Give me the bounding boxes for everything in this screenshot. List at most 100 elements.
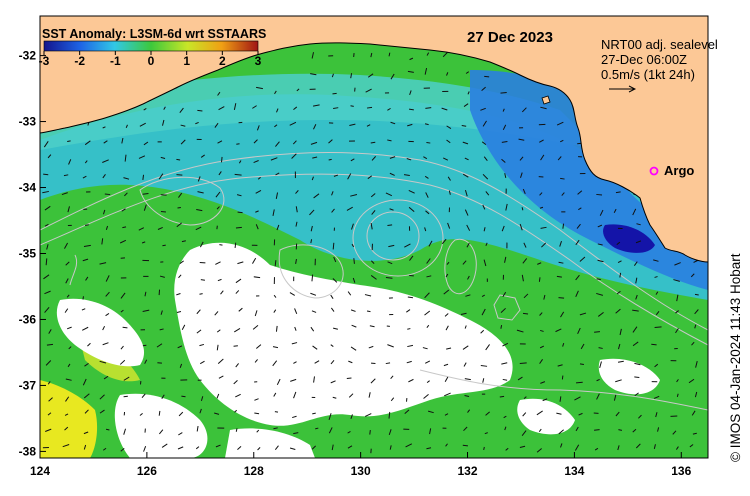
current-vector xyxy=(574,444,580,451)
current-vector xyxy=(350,158,355,162)
current-vector xyxy=(446,72,449,76)
current-vector xyxy=(501,158,506,163)
current-vector xyxy=(310,292,317,296)
current-vector xyxy=(481,308,486,316)
current-vector xyxy=(594,447,599,451)
current-vector xyxy=(485,191,490,196)
current-vector xyxy=(82,378,87,386)
current-vector xyxy=(538,428,542,432)
current-vector xyxy=(484,432,488,435)
current-vector xyxy=(273,294,277,298)
current-vector xyxy=(594,429,600,431)
current-vector xyxy=(537,262,542,265)
eddy-contour xyxy=(352,199,444,277)
current-vector xyxy=(45,428,52,432)
current-vector xyxy=(444,392,451,397)
current-vector xyxy=(254,398,259,401)
current-vector xyxy=(370,378,376,384)
current-vector xyxy=(119,359,126,365)
current-vector xyxy=(311,176,314,181)
current-vector xyxy=(310,73,317,76)
current-vector xyxy=(218,375,224,379)
contour-line xyxy=(40,152,708,331)
current-vector xyxy=(504,173,507,178)
current-vector xyxy=(216,206,220,210)
current-vector xyxy=(235,290,240,294)
current-vector xyxy=(365,88,372,93)
current-vector xyxy=(66,326,72,330)
current-vector xyxy=(181,324,186,330)
current-vector xyxy=(424,310,431,316)
current-vector xyxy=(196,425,199,432)
colorbar-ramp xyxy=(43,40,259,52)
current-vector xyxy=(481,141,487,146)
current-vector xyxy=(105,428,110,431)
current-vector xyxy=(333,327,338,330)
current-vector xyxy=(328,427,333,434)
current-vector xyxy=(332,396,337,399)
current-vector xyxy=(120,345,124,350)
current-vector xyxy=(346,206,353,211)
current-vector xyxy=(289,447,296,450)
current-vector xyxy=(501,225,505,232)
current-vector xyxy=(613,208,617,214)
current-vector xyxy=(462,141,469,145)
current-vector xyxy=(598,347,603,349)
sea-level-contours xyxy=(40,152,708,411)
current-vector xyxy=(67,363,71,368)
current-vector xyxy=(406,360,412,364)
current-vector xyxy=(295,190,299,194)
current-vector xyxy=(407,70,414,73)
current-vector xyxy=(272,209,275,216)
current-vector xyxy=(158,173,164,180)
current-vector xyxy=(138,155,146,159)
current-vector xyxy=(87,342,91,347)
current-vector xyxy=(502,342,509,347)
current-vector xyxy=(480,329,485,334)
current-vector xyxy=(389,445,392,450)
current-vector xyxy=(519,362,527,364)
current-vector xyxy=(216,344,219,351)
current-vector xyxy=(657,427,660,432)
current-vector xyxy=(333,107,339,109)
current-vector xyxy=(179,363,183,368)
current-vector xyxy=(464,189,468,197)
current-vector xyxy=(121,208,126,212)
current-vector xyxy=(124,154,127,162)
current-vector xyxy=(617,343,621,350)
current-vector xyxy=(539,139,544,143)
lon-tick-label: 136 xyxy=(671,464,691,478)
current-vector xyxy=(199,241,204,248)
current-vector xyxy=(161,443,168,448)
current-vector xyxy=(481,86,486,91)
current-vector xyxy=(388,429,392,436)
current-vector xyxy=(158,410,161,416)
current-vector xyxy=(199,293,203,295)
current-vector xyxy=(311,445,317,450)
current-vector xyxy=(562,342,565,347)
current-vector xyxy=(539,192,543,196)
current-vector xyxy=(692,432,697,435)
current-vector xyxy=(483,259,487,267)
current-vector xyxy=(445,325,449,331)
current-vector xyxy=(328,139,333,144)
current-vector xyxy=(423,393,429,399)
current-vector xyxy=(102,325,106,331)
cloud-region-south xyxy=(225,428,315,458)
current-vector xyxy=(350,414,353,419)
current-vector xyxy=(44,306,50,313)
current-vector xyxy=(81,308,86,311)
current-vector xyxy=(125,124,128,129)
current-vector xyxy=(233,103,237,110)
current-vector xyxy=(578,207,582,211)
current-vector xyxy=(505,203,508,211)
contour-line xyxy=(69,254,78,286)
current-vector xyxy=(675,310,679,314)
current-vector xyxy=(500,307,506,313)
current-vector xyxy=(387,139,392,142)
current-vector xyxy=(234,242,237,249)
lon-tick-label: 128 xyxy=(244,464,264,478)
current-vector xyxy=(176,292,181,296)
current-vector xyxy=(122,326,128,329)
current-vector xyxy=(235,278,242,284)
